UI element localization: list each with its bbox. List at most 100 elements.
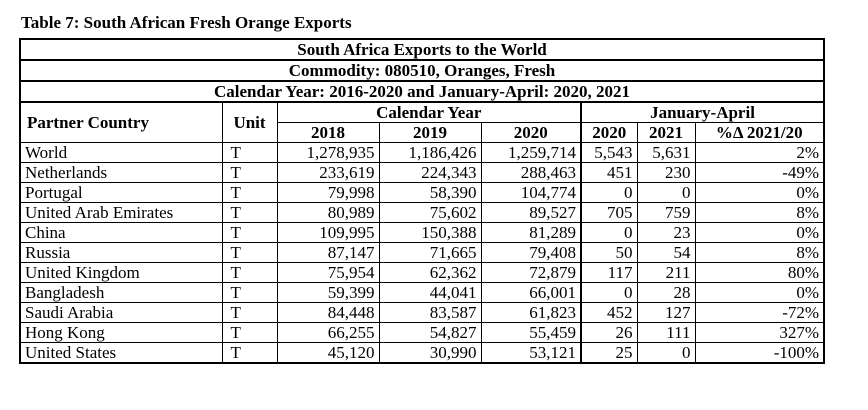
ja-2020-cell: 452 xyxy=(580,302,638,323)
ja-2020-cell: 117 xyxy=(580,262,638,283)
value-2020-cell: 55,459 xyxy=(480,322,582,343)
value-2019-cell: 54,827 xyxy=(378,322,482,343)
value-2019-cell: 58,390 xyxy=(378,182,482,203)
table-row: United Kingdom T 75,954 62,362 72,879 117 211 8… xyxy=(19,262,826,283)
pct-change-cell: 8% xyxy=(694,242,826,263)
pct-change-cell: -72% xyxy=(694,302,826,323)
country-cell: Russia xyxy=(19,242,223,263)
pct-change-cell: 2% xyxy=(694,142,826,163)
value-2019-cell: 44,041 xyxy=(378,282,482,303)
table-row: United States T 45,120 30,990 53,121 25 0 -100% xyxy=(19,342,826,364)
value-2018-cell: 109,995 xyxy=(276,222,380,243)
unit-cell: T xyxy=(221,322,278,343)
value-2018-cell: 233,619 xyxy=(276,162,380,183)
ja-2021-cell: 28 xyxy=(636,282,696,303)
commodity-title: Commodity: 080510, Oranges, Fresh xyxy=(18,59,826,82)
value-2019-cell: 62,362 xyxy=(378,262,482,283)
unit-cell: T xyxy=(221,162,278,183)
country-cell: Saudi Arabia xyxy=(19,302,223,323)
exports-table: South Africa Exports to the World Commod… xyxy=(18,38,826,364)
ja-2020-cell: 0 xyxy=(580,182,638,203)
table-row: Hong Kong T 66,255 54,827 55,459 26 111 327% xyxy=(19,322,826,343)
country-cell: Hong Kong xyxy=(19,322,223,343)
ja-header-2020: 2020 xyxy=(580,122,638,143)
value-2020-cell: 81,289 xyxy=(480,222,582,243)
value-2020-cell: 66,001 xyxy=(480,282,582,303)
table-caption: Table 7: South African Fresh Orange Expo… xyxy=(21,13,352,32)
country-cell: United Kingdom xyxy=(19,262,223,283)
ja-2021-cell: 111 xyxy=(636,322,696,343)
country-cell: Netherlands xyxy=(19,162,223,183)
value-2020-cell: 89,527 xyxy=(480,202,582,223)
partner-country-header: Partner Country xyxy=(19,101,223,143)
unit-cell: T xyxy=(221,282,278,303)
ja-2020-cell: 0 xyxy=(580,222,638,243)
country-cell: Bangladesh xyxy=(19,282,223,303)
ja-2021-cell: 23 xyxy=(636,222,696,243)
value-2020-cell: 53,121 xyxy=(480,342,582,364)
ja-2020-cell: 705 xyxy=(580,202,638,223)
unit-cell: T xyxy=(221,202,278,223)
year-header-2020: 2020 xyxy=(480,122,582,143)
ja-2021-cell: 0 xyxy=(636,342,696,364)
ja-2021-cell: 5,631 xyxy=(636,142,696,163)
pct-change-cell: -49% xyxy=(694,162,826,183)
table-row: United Arab Emirates T 80,989 75,602 89,527 7… xyxy=(19,202,826,223)
table-row: Saudi Arabia T 84,448 83,587 61,823 452 127 -72… xyxy=(19,302,826,323)
unit-cell: T xyxy=(221,242,278,263)
ja-2021-cell: 0 xyxy=(636,182,696,203)
ja-2020-cell: 26 xyxy=(580,322,638,343)
value-2020-cell: 288,463 xyxy=(480,162,582,183)
ja-2020-cell: 0 xyxy=(580,282,638,303)
ja-2021-cell: 127 xyxy=(636,302,696,323)
value-2020-cell: 1,259,714 xyxy=(480,142,582,163)
value-2018-cell: 87,147 xyxy=(276,242,380,263)
value-2018-cell: 84,448 xyxy=(276,302,380,323)
ja-header-2021: 2021 xyxy=(636,122,696,143)
unit-cell: T xyxy=(221,142,278,163)
table-row: Russia T 87,147 71,665 79,408 50 54 8% xyxy=(19,242,826,263)
pct-change-cell: 8% xyxy=(694,202,826,223)
country-cell: United States xyxy=(19,342,223,364)
pct-change-cell: 0% xyxy=(694,282,826,303)
table-row: Netherlands T 233,619 224,343 288,463 451 230-… xyxy=(19,162,826,183)
table-row: Bangladesh T 59,399 44,041 66,001 0 28 0% xyxy=(19,282,826,303)
value-2020-cell: 61,823 xyxy=(480,302,582,323)
table-row: World T 1,278,935 1,186,426 1,259,714 5,543 5,… xyxy=(19,142,826,163)
value-2020-cell: 79,408 xyxy=(480,242,582,263)
pct-change-cell: 0% xyxy=(694,222,826,243)
value-2019-cell: 224,343 xyxy=(378,162,482,183)
value-2018-cell: 45,120 xyxy=(276,342,380,364)
country-cell: World xyxy=(19,142,223,163)
ja-2020-cell: 451 xyxy=(580,162,638,183)
value-2019-cell: 1,186,426 xyxy=(378,142,482,163)
ja-2020-cell: 25 xyxy=(580,342,638,364)
value-2018-cell: 80,989 xyxy=(276,202,380,223)
value-2018-cell: 59,399 xyxy=(276,282,380,303)
period-title: Calendar Year: 2016-2020 and January-Apr… xyxy=(18,80,826,103)
unit-cell: T xyxy=(221,222,278,243)
year-header-2019: 2019 xyxy=(378,122,482,143)
country-cell: Portugal xyxy=(19,182,223,203)
ja-2021-cell: 54 xyxy=(636,242,696,263)
unit-cell: T xyxy=(221,342,278,364)
pct-change-cell: 327% xyxy=(694,322,826,343)
value-2019-cell: 71,665 xyxy=(378,242,482,263)
table-row: Portugal T 79,998 58,390 104,774 0 0 0% xyxy=(19,182,826,203)
table-row: China T 109,995 150,388 81,289 0 23 0% xyxy=(19,222,826,243)
value-2019-cell: 83,587 xyxy=(378,302,482,323)
value-2018-cell: 75,954 xyxy=(276,262,380,283)
pct-change-cell: 80% xyxy=(694,262,826,283)
value-2018-cell: 66,255 xyxy=(276,322,380,343)
ja-2021-cell: 759 xyxy=(636,202,696,223)
ja-2020-cell: 5,543 xyxy=(580,142,638,163)
value-2018-cell: 79,998 xyxy=(276,182,380,203)
value-2019-cell: 75,602 xyxy=(378,202,482,223)
ja-2021-cell: 211 xyxy=(636,262,696,283)
value-2020-cell: 72,879 xyxy=(480,262,582,283)
country-cell: United Arab Emirates xyxy=(19,202,223,223)
pct-change-cell: -100% xyxy=(694,342,826,364)
ja-2021-cell: 230 xyxy=(636,162,696,183)
value-2019-cell: 150,388 xyxy=(378,222,482,243)
table-title: South Africa Exports to the World xyxy=(18,38,826,61)
